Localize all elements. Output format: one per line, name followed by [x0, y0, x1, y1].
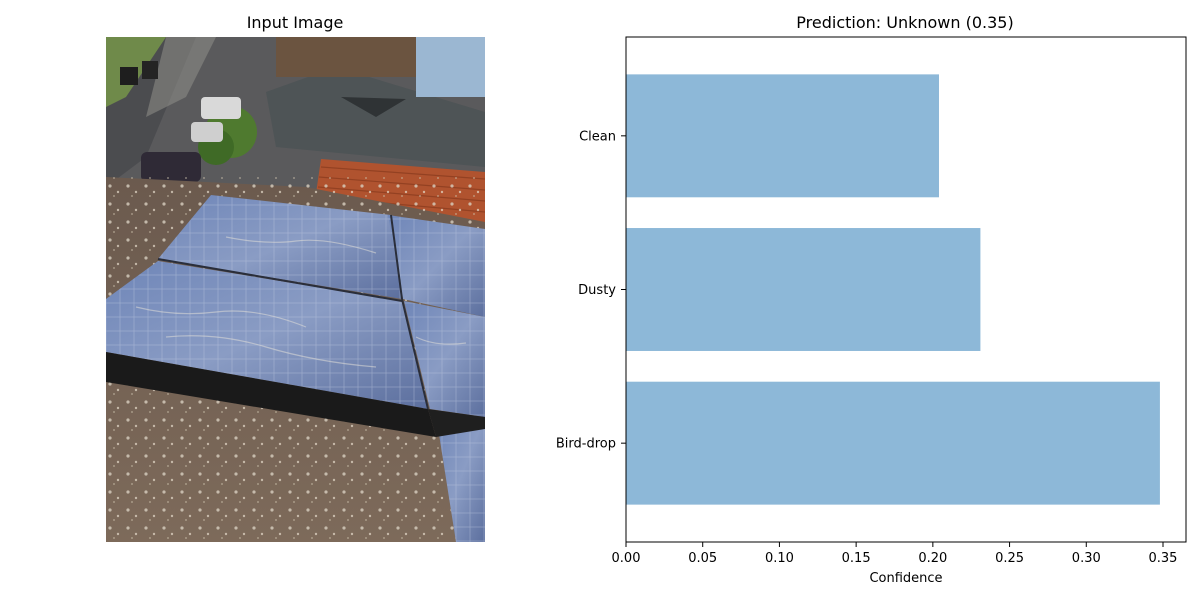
solar-panel-rooftop-photo: [106, 37, 485, 542]
x-tick-label: 0.20: [918, 551, 947, 566]
plot-frame: [625, 36, 1187, 543]
image-panel-title: Input Image: [246, 13, 344, 32]
x-tick-label: 0.35: [1149, 551, 1178, 566]
input-photo: [106, 37, 485, 542]
chart-title: Prediction: Unknown (0.35): [796, 13, 1014, 32]
y-tick-label: Dusty: [578, 283, 616, 298]
x-tick-label: 0.10: [765, 551, 794, 566]
x-axis-label: Confidence: [869, 571, 942, 586]
bar-clean: [626, 74, 939, 198]
x-tick-label: 0.25: [995, 551, 1024, 566]
x-tick-label: 0.05: [688, 551, 717, 566]
x-tick-label: 0.30: [1072, 551, 1101, 566]
bar-dusty: [626, 228, 981, 351]
x-tick-label: 0.00: [612, 551, 641, 566]
bar-bird-drop: [626, 381, 1160, 505]
x-tick-label: 0.15: [842, 551, 871, 566]
y-tick-label: Clean: [579, 129, 616, 144]
y-tick-label: Bird-drop: [556, 437, 616, 452]
